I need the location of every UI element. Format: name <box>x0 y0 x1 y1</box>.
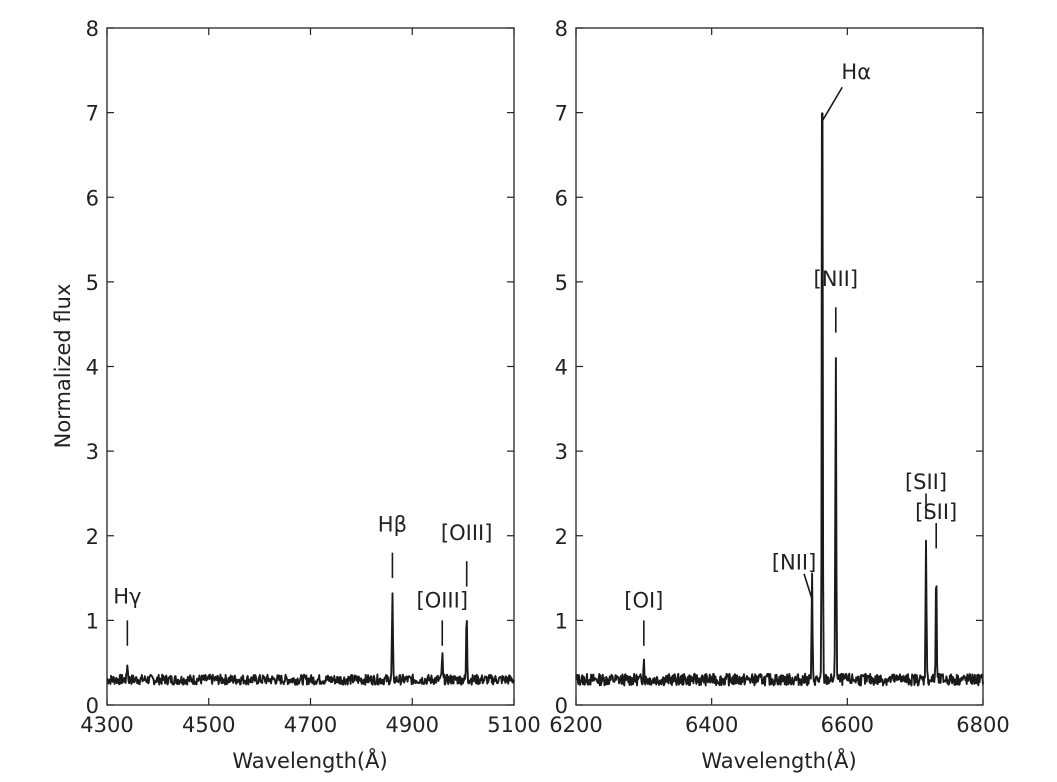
left-y-tick-label: 6 <box>86 186 99 210</box>
left-y-tick-label: 5 <box>86 271 99 295</box>
left-x-tick-label: 4900 <box>386 713 439 737</box>
left-line-label: [OIII] <box>441 521 493 545</box>
right-line-marker <box>803 573 813 600</box>
right-x-axis-label: Wavelength(Å) <box>701 747 856 773</box>
right-line-label: Hα <box>841 60 871 84</box>
left-y-ticks: 0 1 2 3 4 5 6 7 8 <box>86 17 514 718</box>
left-y-tick-label: 2 <box>86 525 99 549</box>
right-y-tick-label: 8 <box>555 17 568 41</box>
right-x-tick-label: 6200 <box>549 713 602 737</box>
right-line-label: [NII] <box>772 551 816 575</box>
right-line-label: [SII] <box>915 500 957 524</box>
left-spectrum-line <box>106 592 515 686</box>
left-line-label: Hβ <box>378 513 407 537</box>
right-x-ticks: 6200 6400 6600 6800 <box>549 28 1010 737</box>
left-x-tick-label: 4300 <box>80 713 133 737</box>
right-x-tick-label: 6800 <box>956 713 1009 737</box>
left-y-tick-label: 8 <box>86 17 99 41</box>
right-y-tick-label: 0 <box>555 694 568 718</box>
left-y-tick-label: 0 <box>86 694 99 718</box>
left-x-ticks: 4300 4500 4700 4900 5100 <box>80 28 541 737</box>
right-y-tick-label: 6 <box>555 186 568 210</box>
left-line-label: [OIII] <box>417 589 469 613</box>
right-line-label: [SII] <box>905 470 947 494</box>
left-y-tick-label: 7 <box>86 102 99 126</box>
left-y-tick-label: 4 <box>86 356 99 380</box>
right-spectrum-line <box>575 112 984 687</box>
right-panel: [OI][NII]Hα[NII][SII][SII] 6200 6400 6600 6… <box>549 17 1009 773</box>
left-x-tick-label: 5100 <box>487 713 540 737</box>
right-y-tick-label: 3 <box>555 440 568 464</box>
left-y-tick-label: 3 <box>86 440 99 464</box>
right-line-marker <box>821 86 843 122</box>
left-plot-frame <box>106 27 515 706</box>
right-y-tick-label: 7 <box>555 102 568 126</box>
right-line-label: [NII] <box>814 267 858 291</box>
left-annotations: Hγ Hβ [OIII] [OIII] <box>113 513 492 646</box>
left-panel: Hγ Hβ [OIII] [OIII] 4300 4500 4700 4900 5100 0 1… <box>51 17 541 773</box>
right-x-tick-label: 6600 <box>821 713 874 737</box>
right-y-tick-label: 1 <box>555 609 568 633</box>
left-y-tick-label: 1 <box>86 609 99 633</box>
right-plot-frame <box>575 27 984 706</box>
right-y-tick-label: 5 <box>555 271 568 295</box>
right-y-tick-label: 2 <box>555 525 568 549</box>
left-x-axis-label: Wavelength(Å) <box>232 747 387 773</box>
left-x-tick-label: 4700 <box>284 713 337 737</box>
right-x-tick-label: 6400 <box>685 713 738 737</box>
right-y-ticks: 0 1 2 3 4 5 6 7 8 <box>555 17 983 718</box>
left-line-label: Hγ <box>113 584 141 608</box>
left-x-tick-label: 4500 <box>182 713 235 737</box>
right-y-tick-label: 4 <box>555 356 568 380</box>
right-line-label: [OI] <box>624 589 663 613</box>
right-annotations: [OI] [NII] Hα [NII] [SII] [SII] <box>624 60 957 646</box>
y-axis-label: Normalized flux <box>51 284 75 449</box>
